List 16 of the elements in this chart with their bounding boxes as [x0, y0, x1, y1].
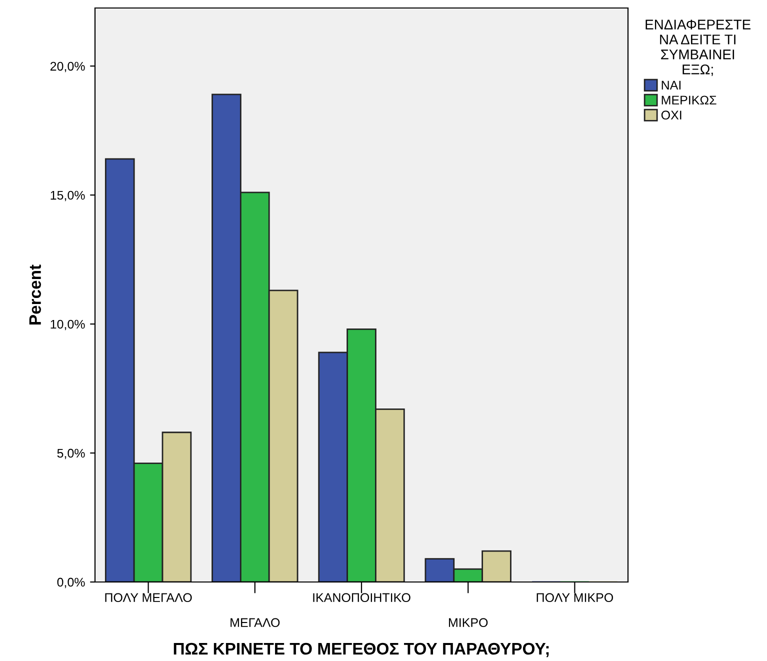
legend-label: ΟΧΙ	[661, 110, 682, 120]
y-tick-label: 20,0%	[50, 62, 85, 72]
y-tick-label: 5,0%	[57, 448, 85, 460]
x-tick-label: ΠΟΛΥ ΜΙΚΡΟ	[536, 593, 614, 602]
y-tick-label: 10,0%	[50, 320, 85, 330]
y-axis-title: Percent	[29, 264, 41, 324]
y-tick-label: 0,0%	[57, 578, 85, 588]
legend-label: ΝΑΙ	[662, 80, 681, 90]
legend-label: ΜΕΡΙΚΩΣ	[662, 96, 716, 104]
x-tick-label: ΠΟΛΥ ΜΕΓΑΛΟ	[105, 593, 192, 602]
x-tick-label: ΜΕΓΑΛΟ	[230, 618, 280, 628]
x-tick-label: ΜΙΚΡΟ	[448, 618, 488, 628]
x-tick-label: ΙΚΑΝΟΠΟΙΗΤΙΚΟ	[313, 593, 410, 602]
legend-title: ΕΝΔΙΑΦΕΡΕΣΤΕ ΝΑ ΔΕΙΤΕ ΤΙ ΣΥΜΒΑΙΝΕΙ ΕΞΩ;	[646, 20, 750, 76]
x-axis-title: ΠΩΣ ΚΡΙΝΕΤΕ ΤΟ ΜΕΓΕΘΟΣ ΤΟΥ ΠΑΡΑΘΥΡΟΥ;	[174, 642, 549, 658]
y-tick-label: 15,0%	[50, 190, 85, 202]
